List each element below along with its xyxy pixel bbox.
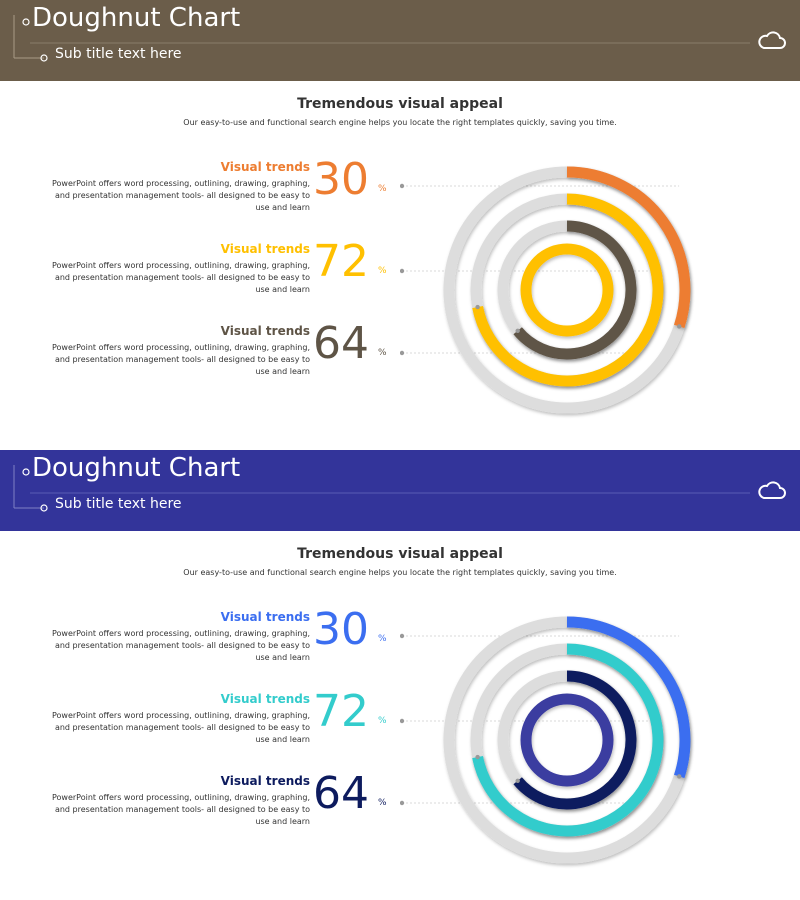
doughnut-arc (513, 220, 637, 360)
trend-value: 64 (313, 318, 369, 369)
arc-marker (515, 328, 520, 333)
guide-dot (400, 633, 405, 639)
guide-dot (400, 268, 405, 274)
header-bar: Doughnut Chart Sub title text here (0, 450, 800, 531)
trend-value: 64 (313, 768, 369, 819)
doughnut-arc (472, 193, 664, 387)
trend-label: Visual trends (220, 774, 310, 788)
trend-description: PowerPoint offers word processing, outli… (51, 793, 310, 826)
trend-label: Visual trends (220, 610, 310, 624)
trend-value: 30 (313, 604, 369, 655)
doughnut-chart (400, 616, 691, 864)
trend-unit: % (378, 184, 387, 194)
trend-unit: % (378, 348, 387, 358)
guide-dot (400, 718, 405, 724)
slide-2: Doughnut Chart Sub title text here Treme… (0, 450, 800, 900)
doughnut-arc (513, 670, 637, 810)
trend-item: Visual trends PowerPoint offers word pro… (52, 604, 390, 690)
trend-label: Visual trends (220, 160, 310, 174)
trend-value: 72 (313, 686, 369, 737)
trend-description: PowerPoint offers word processing, outli… (51, 343, 310, 376)
trend-unit: % (378, 266, 387, 276)
trend-label: Visual trends (220, 324, 310, 338)
trend-unit: % (378, 634, 387, 644)
trend-value: 72 (313, 236, 369, 287)
trend-label: Visual trends (220, 242, 310, 256)
slide-1: Doughnut Chart Sub title text here Treme… (0, 0, 800, 414)
trend-item: Visual trends PowerPoint offers word pro… (52, 686, 390, 772)
trend-value: 30 (313, 154, 369, 205)
trend-description: PowerPoint offers word processing, outli… (51, 261, 310, 294)
trend-description: PowerPoint offers word processing, outli… (51, 629, 310, 662)
trend-item: Visual trends PowerPoint offers word pro… (52, 768, 390, 854)
inner-ring (520, 243, 614, 337)
guide-dot (400, 183, 405, 189)
section-title: Tremendous visual appeal (297, 546, 503, 562)
doughnut-chart (400, 166, 691, 414)
section-description: Our easy-to-use and functional search en… (183, 568, 617, 577)
arc-marker (475, 754, 480, 760)
page-subtitle: Sub title text here (55, 46, 182, 62)
arc-marker (515, 778, 520, 783)
header-decoration (13, 15, 750, 62)
inner-ring (520, 693, 614, 787)
arc-marker (677, 774, 682, 779)
section-title: Tremendous visual appeal (297, 96, 503, 112)
trend-item: Visual trends PowerPoint offers word pro… (52, 154, 390, 240)
page-subtitle: Sub title text here (55, 496, 182, 512)
cloud-icon (758, 31, 786, 49)
trend-label: Visual trends (220, 692, 310, 706)
trend-description: PowerPoint offers word processing, outli… (51, 179, 310, 212)
page-title: Doughnut Chart (32, 453, 241, 483)
doughnut-arc (566, 166, 691, 329)
guide-dot (400, 800, 405, 806)
trend-item: Visual trends PowerPoint offers word pro… (52, 318, 390, 404)
doughnut-arc (472, 643, 664, 837)
trend-unit: % (378, 716, 387, 726)
page-title: Doughnut Chart (32, 3, 241, 33)
section-description: Our easy-to-use and functional search en… (183, 118, 617, 127)
guide-dot (400, 350, 405, 356)
trend-item: Visual trends PowerPoint offers word pro… (52, 236, 390, 322)
arc-marker (677, 324, 682, 329)
trend-description: PowerPoint offers word processing, outli… (51, 711, 310, 744)
header-decoration (13, 465, 750, 512)
header-bar: Doughnut Chart Sub title text here (0, 0, 800, 81)
trend-unit: % (378, 798, 387, 808)
doughnut-arc (566, 616, 691, 779)
arc-marker (475, 304, 480, 310)
cloud-icon (758, 481, 786, 499)
